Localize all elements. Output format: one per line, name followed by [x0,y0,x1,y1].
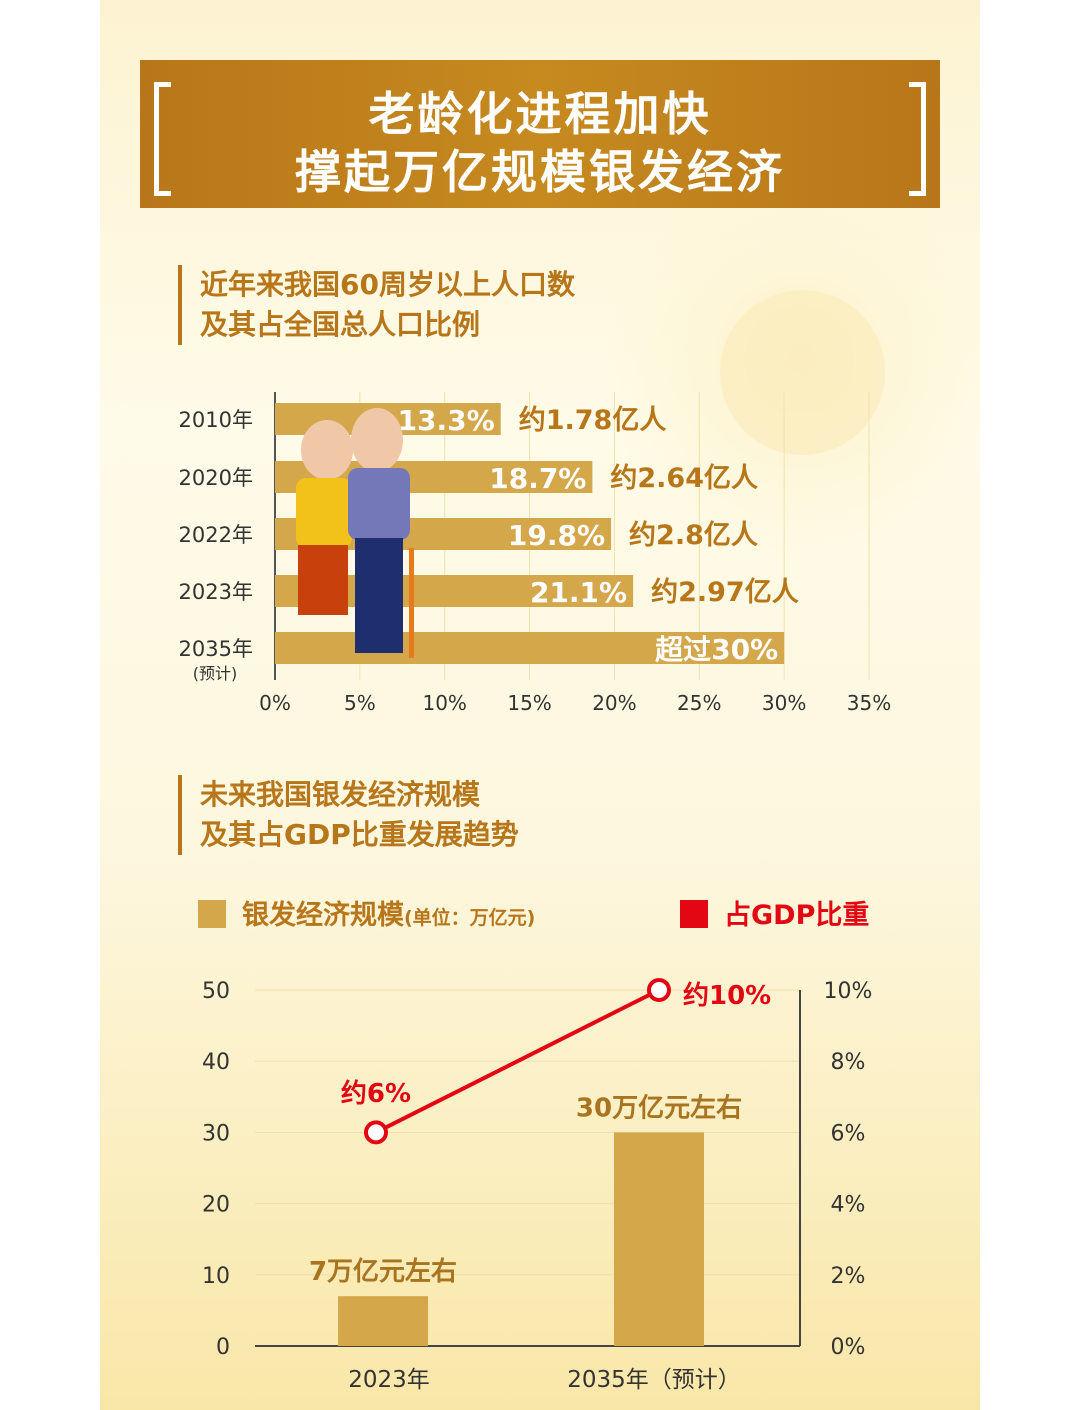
left-bracket-icon [154,82,171,196]
bar [338,1296,428,1346]
section2-title: 未来我国银发经济规模 及其占GDP比重发展趋势 [178,775,519,855]
section1-title-line2: 及其占全国总人口比例 [200,308,481,341]
banner-title-line2: 撑起万亿规模银发经济 [295,145,785,199]
section1-title-line1: 近年来我国60周岁以上人口数 [200,268,575,301]
legend-label-gdp: 占GDP比重 [724,900,869,931]
category-label: 2023年 [179,580,253,604]
infographic-poster: 老龄化进程加快 撑起万亿规模银发经济 近年来我国60周岁以上人口数 及其占全国总… [100,0,980,1410]
grandpa-vest-icon [348,468,410,540]
banner-title-line1: 老龄化进程加快 [368,87,712,141]
category-label: 2020年 [179,466,253,490]
bar-value-label: 7万亿元左右 [309,1257,457,1287]
x-tick-label: 15% [507,691,551,715]
right-bracket-icon [909,82,926,196]
population-annotation: 约1.78亿人 [519,405,667,436]
right-y-tick-label: 6% [831,1121,866,1146]
legend-swatch-gdp [680,900,708,928]
value-label: 21.1% [530,576,627,609]
left-y-tick-label: 0 [216,1335,230,1360]
gdp-share-label: 约10% [683,980,771,1011]
x-tick-label: 5% [344,691,376,715]
right-y-tick-label: 0% [831,1335,866,1360]
population-annotation: 约2.64亿人 [610,463,758,494]
grandma-skirt-icon [298,545,348,615]
legend-label-scale: 银发经济规模(单位：万亿元) [242,899,535,931]
value-label: 超过30% [655,633,778,666]
category-label: 2010年 [179,408,253,432]
grandma-head-icon [301,420,353,480]
x-tick-label: 25% [677,691,721,715]
section1-title: 近年来我国60周岁以上人口数 及其占全国总人口比例 [178,265,575,345]
value-label: 13.3% [398,404,495,437]
gdp-share-point [647,978,671,1002]
value-label: 19.8% [508,519,605,552]
x-category-label: 2035年（预计） [567,1367,741,1393]
title-banner: 老龄化进程加快 撑起万亿规模银发经济 [140,60,940,208]
left-y-tick-label: 40 [202,1050,230,1075]
left-y-tick-label: 50 [202,979,230,1004]
grandma-top-icon [296,478,352,548]
bar-value-label: 30万亿元左右 [576,1093,742,1123]
gdp-share-point [364,1120,388,1145]
x-category-label: 2023年 [348,1367,430,1393]
right-y-tick-label: 8% [831,1050,866,1075]
grandpa-trousers-icon [355,538,403,653]
category-label: 2035年 [179,637,253,661]
category-note: (预计) [193,664,238,683]
right-y-tick-label: 2% [831,1264,866,1289]
right-y-tick-label: 10% [824,979,873,1004]
x-tick-label: 0% [259,691,291,715]
cane-icon [409,548,414,658]
x-tick-label: 30% [762,691,806,715]
category-label: 2022年 [179,523,253,547]
section2-title-line2: 及其占GDP比重发展趋势 [200,818,519,851]
decorative-sun [720,290,885,455]
right-y-tick-label: 4% [831,1193,866,1218]
left-y-tick-label: 20 [202,1193,230,1218]
x-tick-label: 20% [592,691,636,715]
x-tick-label: 35% [847,691,891,715]
gdp-share-label: 约6% [341,1078,411,1109]
bar [614,1132,704,1346]
left-y-tick-label: 10 [202,1264,230,1289]
grandpa-head-icon [351,408,403,472]
left-y-tick-label: 30 [202,1121,230,1146]
section2-title-line1: 未来我国银发经济规模 [200,778,481,811]
population-annotation: 约2.97亿人 [651,577,799,608]
legend-swatch-scale [198,900,226,928]
population-annotation: 约2.8亿人 [629,520,758,551]
value-label: 18.7% [489,462,586,495]
legend-unit: (单位：万亿元) [404,906,535,929]
x-tick-label: 10% [422,691,466,715]
gdp-share-line [375,988,660,1135]
